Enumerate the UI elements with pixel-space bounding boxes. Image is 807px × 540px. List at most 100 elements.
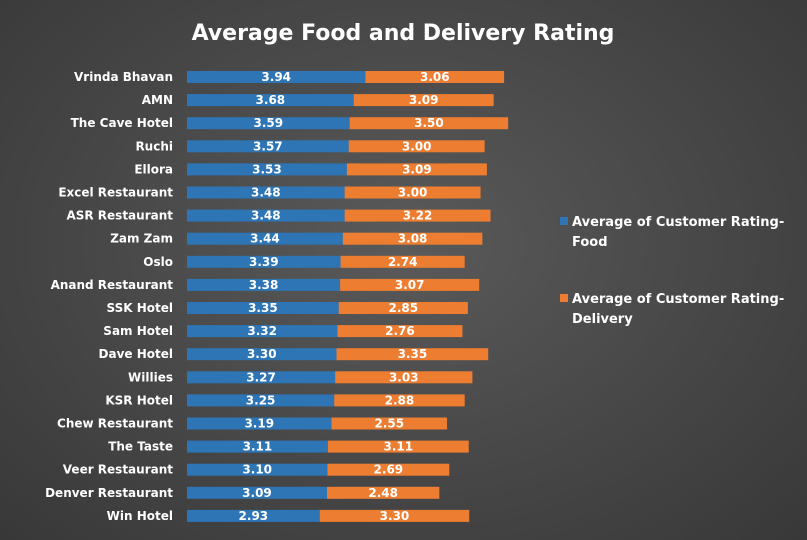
data-label-food: 3.57 (253, 139, 283, 153)
category-label: Win Hotel (107, 509, 173, 523)
bar-delivery (338, 302, 468, 314)
category-label: Vrinda Bhavan (74, 70, 173, 84)
data-label-food: 3.19 (244, 417, 274, 431)
bar-delivery (331, 417, 448, 430)
data-label-delivery: 2.88 (385, 393, 415, 407)
data-label-food: 3.11 (243, 440, 273, 454)
bar-delivery (327, 440, 469, 453)
bar-delivery (346, 163, 487, 176)
data-label-food: 3.48 (251, 186, 281, 200)
bar-delivery (344, 186, 481, 199)
data-label-delivery: 3.11 (384, 440, 414, 454)
data-label-food: 3.35 (248, 301, 278, 315)
legend-label: Average of Customer Rating- (572, 292, 784, 307)
data-label-delivery: 2.48 (368, 486, 398, 500)
legend-label: Delivery (572, 312, 633, 327)
category-label: ASR Restaurant (66, 209, 173, 223)
bars-group: Vrinda Bhavan 3.94 3.06 AMN 3.68 3.09 The Cave… (45, 70, 509, 523)
data-label-food: 3.25 (246, 393, 276, 407)
bar-delivery (335, 371, 473, 384)
data-label-food: 3.10 (242, 463, 272, 477)
bar-food (187, 232, 343, 245)
data-label-food: 3.39 (249, 255, 279, 269)
data-label-delivery: 3.09 (409, 93, 439, 107)
bar-delivery (334, 394, 465, 407)
bar-delivery (365, 71, 505, 83)
data-label-delivery: 3.35 (398, 347, 428, 361)
data-label-delivery: 3.22 (403, 209, 433, 223)
category-label: Dave Hotel (99, 347, 173, 361)
bar-food (187, 140, 349, 153)
data-label-delivery: 2.55 (374, 417, 404, 431)
category-label: Chew Restaurant (57, 417, 173, 431)
category-label: Oslo (143, 255, 173, 269)
legend-swatch-food (560, 217, 568, 225)
chart-title: Average Food and Delivery Rating (192, 21, 615, 46)
bar-delivery (353, 94, 494, 107)
data-label-delivery: 2.85 (389, 301, 419, 315)
bar-food (187, 186, 345, 199)
data-label-delivery: 3.08 (398, 232, 428, 246)
data-label-food: 3.68 (256, 93, 286, 107)
bar-delivery (340, 278, 480, 291)
category-label: Denver Restaurant (45, 486, 173, 500)
legend-label: Food (572, 235, 608, 250)
data-label-food: 3.44 (250, 232, 280, 246)
category-label: KSR Hotel (105, 393, 173, 407)
data-label-delivery: 2.76 (385, 324, 415, 338)
legend-label: Average of Customer Rating- (572, 215, 784, 230)
bar-food (187, 255, 341, 268)
bar-delivery (348, 140, 485, 153)
data-label-food: 3.59 (254, 116, 284, 130)
category-label: The Taste (108, 440, 173, 454)
data-label-delivery: 3.09 (402, 162, 432, 176)
bar-delivery (337, 325, 463, 338)
data-label-food: 3.32 (247, 324, 277, 338)
bar-food (187, 94, 354, 107)
bar-food (187, 163, 347, 176)
data-label-food: 3.09 (242, 486, 272, 500)
legend: Average of Customer Rating- Food Average o… (560, 215, 784, 327)
data-label-delivery: 3.30 (380, 509, 410, 523)
bar-food (187, 278, 341, 291)
data-label-delivery: 2.74 (388, 255, 418, 269)
bar-food (187, 417, 332, 430)
data-label-delivery: 3.00 (402, 139, 432, 153)
data-label-delivery: 3.03 (389, 370, 419, 384)
bar-food (187, 440, 328, 453)
data-label-delivery: 3.50 (414, 116, 444, 130)
data-label-food: 3.53 (252, 162, 282, 176)
bar-delivery (349, 117, 509, 130)
data-label-delivery: 3.00 (398, 186, 428, 200)
bar-food (187, 509, 320, 522)
bar-delivery (319, 509, 470, 522)
category-label: SSK Hotel (107, 301, 174, 315)
bar-food (187, 117, 350, 130)
bar-delivery (340, 255, 465, 268)
category-label: Sam Hotel (103, 324, 173, 338)
bar-food (187, 394, 335, 407)
bar-food (187, 486, 327, 499)
bar-delivery (344, 209, 491, 222)
data-label-food: 3.38 (249, 278, 279, 292)
bar-delivery (326, 486, 440, 499)
data-label-food: 2.93 (239, 509, 269, 523)
category-label: Veer Restaurant (63, 463, 173, 477)
bar-food (187, 371, 336, 384)
bar-food (187, 325, 338, 338)
data-label-delivery: 3.07 (395, 278, 425, 292)
legend-swatch-delivery (560, 294, 568, 302)
bar-food (187, 463, 328, 476)
category-label: The Cave Hotel (71, 116, 173, 130)
category-label: Zam Zam (110, 232, 173, 246)
category-label: Excel Restaurant (58, 186, 173, 200)
bar-delivery (327, 463, 450, 476)
bar-delivery (336, 348, 489, 361)
category-label: Anand Restaurant (51, 278, 174, 292)
bar-food (187, 302, 339, 314)
category-label: Ellora (134, 162, 173, 176)
bar-food (187, 209, 345, 222)
data-label-delivery: 3.06 (420, 70, 450, 84)
data-label-food: 3.30 (247, 347, 277, 361)
